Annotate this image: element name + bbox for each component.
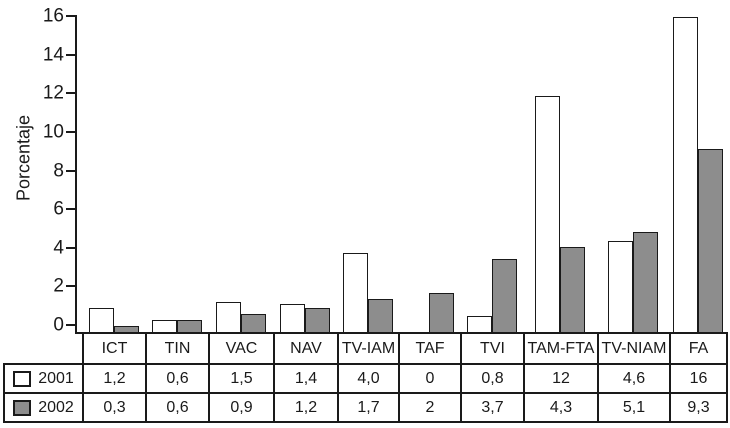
y-tick-mark-6 bbox=[66, 208, 76, 211]
bar-2002-TIN bbox=[176, 320, 202, 332]
bar-2001-ICT bbox=[88, 308, 114, 332]
cell-2001-TIN: 0,6 bbox=[145, 363, 210, 394]
y-tick-label-10: 10 bbox=[42, 121, 64, 143]
bars-layer bbox=[88, 16, 723, 332]
legend-label-2001: 2001 bbox=[38, 369, 74, 387]
y-tick-mark-12 bbox=[66, 92, 76, 95]
bar-2002-TAF bbox=[429, 292, 454, 332]
col-header-FA: FA bbox=[669, 332, 728, 365]
cell-2001-TAM-FTA: 12 bbox=[523, 363, 599, 394]
bar-2001-NAV bbox=[280, 304, 305, 332]
legend-swatch-2001 bbox=[13, 370, 32, 387]
cell-2002-TV-NIAM: 5,1 bbox=[597, 392, 671, 423]
bar-2002-FA bbox=[697, 148, 723, 332]
bar-2001-VAC bbox=[215, 302, 241, 332]
y-tick-mark-10 bbox=[66, 130, 76, 133]
y-tick-label-12: 12 bbox=[42, 82, 64, 104]
cell-2001-TVI: 0,8 bbox=[460, 363, 525, 394]
bar-2002-ICT bbox=[113, 326, 139, 332]
cell-2001-TAF: 0 bbox=[398, 363, 462, 394]
bar-2002-NAV bbox=[305, 308, 330, 332]
bar-2002-VAC bbox=[240, 314, 266, 332]
cell-2002-TAM-FTA: 4,3 bbox=[523, 392, 599, 423]
cell-2002-NAV: 1,2 bbox=[273, 392, 339, 423]
x-axis-baseline-stub bbox=[75, 332, 85, 334]
legend-label-2002: 2002 bbox=[38, 398, 74, 416]
col-header-VAC: VAC bbox=[208, 332, 275, 365]
bar-2001-FA bbox=[672, 16, 698, 332]
bar-2002-TV-IAM bbox=[367, 298, 393, 332]
col-header-TV-NIAM: TV-NIAM bbox=[597, 332, 671, 365]
col-header-TIN: TIN bbox=[145, 332, 210, 365]
y-tick-mark-16 bbox=[66, 15, 76, 17]
col-header-TV-IAM: TV-IAM bbox=[337, 332, 400, 365]
y-axis-ticks: 0 2 4 6 8 10 12 14 16 bbox=[42, 5, 76, 336]
y-tick-label-4: 4 bbox=[53, 237, 64, 259]
cell-2001-TV-IAM: 4,0 bbox=[337, 363, 400, 394]
cell-2001-FA: 16 bbox=[669, 363, 728, 394]
y-tick-label-16: 16 bbox=[42, 5, 64, 27]
cell-2002-TVI: 3,7 bbox=[460, 392, 525, 423]
table-row-2002: 2002 0,3 0,6 0,9 1,2 1,7 2 3,7 4,3 5,1 9,3 bbox=[3, 392, 728, 423]
legend-swatch-2002 bbox=[13, 399, 32, 416]
col-header-NAV: NAV bbox=[273, 332, 339, 365]
col-header-TVI: TVI bbox=[460, 332, 525, 365]
y-axis-line bbox=[75, 15, 77, 332]
cell-2001-VAC: 1,5 bbox=[208, 363, 275, 394]
bar-2001-TIN bbox=[151, 320, 177, 332]
bar-2001-TAM-FTA bbox=[535, 95, 560, 332]
col-header-TAF: TAF bbox=[398, 332, 462, 365]
cell-2002-TIN: 0,6 bbox=[145, 392, 210, 423]
y-tick-mark-14 bbox=[66, 53, 76, 56]
col-header-ICT: ICT bbox=[82, 332, 147, 365]
cell-2002-FA: 9,3 bbox=[669, 392, 728, 423]
legend-cell-2001: 2001 bbox=[3, 363, 84, 394]
y-tick-mark-0 bbox=[66, 324, 76, 326]
cell-2001-ICT: 1,2 bbox=[82, 363, 147, 394]
cell-2002-TAF: 2 bbox=[398, 392, 462, 423]
cell-2001-TV-NIAM: 4,6 bbox=[597, 363, 671, 394]
bar-2001-TVI bbox=[466, 316, 492, 332]
y-tick-mark-2 bbox=[66, 285, 76, 288]
bar-2002-TV-NIAM bbox=[633, 231, 658, 332]
cell-2002-ICT: 0,3 bbox=[82, 392, 147, 423]
y-tick-mark-4 bbox=[66, 246, 76, 249]
cell-2001-NAV: 1,4 bbox=[273, 363, 339, 394]
bar-2001-TV-NIAM bbox=[608, 241, 633, 332]
legend-cell-2002: 2002 bbox=[3, 392, 84, 423]
cell-2002-VAC: 0,9 bbox=[208, 392, 275, 423]
y-tick-mark-8 bbox=[66, 169, 76, 172]
data-table: ICT TIN VAC NAV TV-IAM TAF TVI TAM-FTA TV-NIAM FA… bbox=[3, 332, 728, 423]
table-row-2001: 2001 1,2 0,6 1,5 1,4 4,0 0 0,8 12 4,6 16 bbox=[3, 363, 728, 394]
bar-2001-TV-IAM bbox=[342, 253, 368, 332]
bar-2002-TAM-FTA bbox=[560, 247, 585, 332]
y-tick-label-0: 0 bbox=[53, 314, 64, 336]
y-tick-label-2: 2 bbox=[53, 275, 64, 297]
y-tick-label-8: 8 bbox=[53, 160, 64, 181]
y-tick-label-14: 14 bbox=[42, 44, 64, 66]
cell-2002-TV-IAM: 1,7 bbox=[337, 392, 400, 423]
table-corner-empty bbox=[4, 333, 83, 364]
bar-2002-TVI bbox=[491, 259, 517, 332]
y-tick-label-6: 6 bbox=[53, 198, 64, 220]
col-header-TAM-FTA: TAM-FTA bbox=[523, 332, 599, 365]
